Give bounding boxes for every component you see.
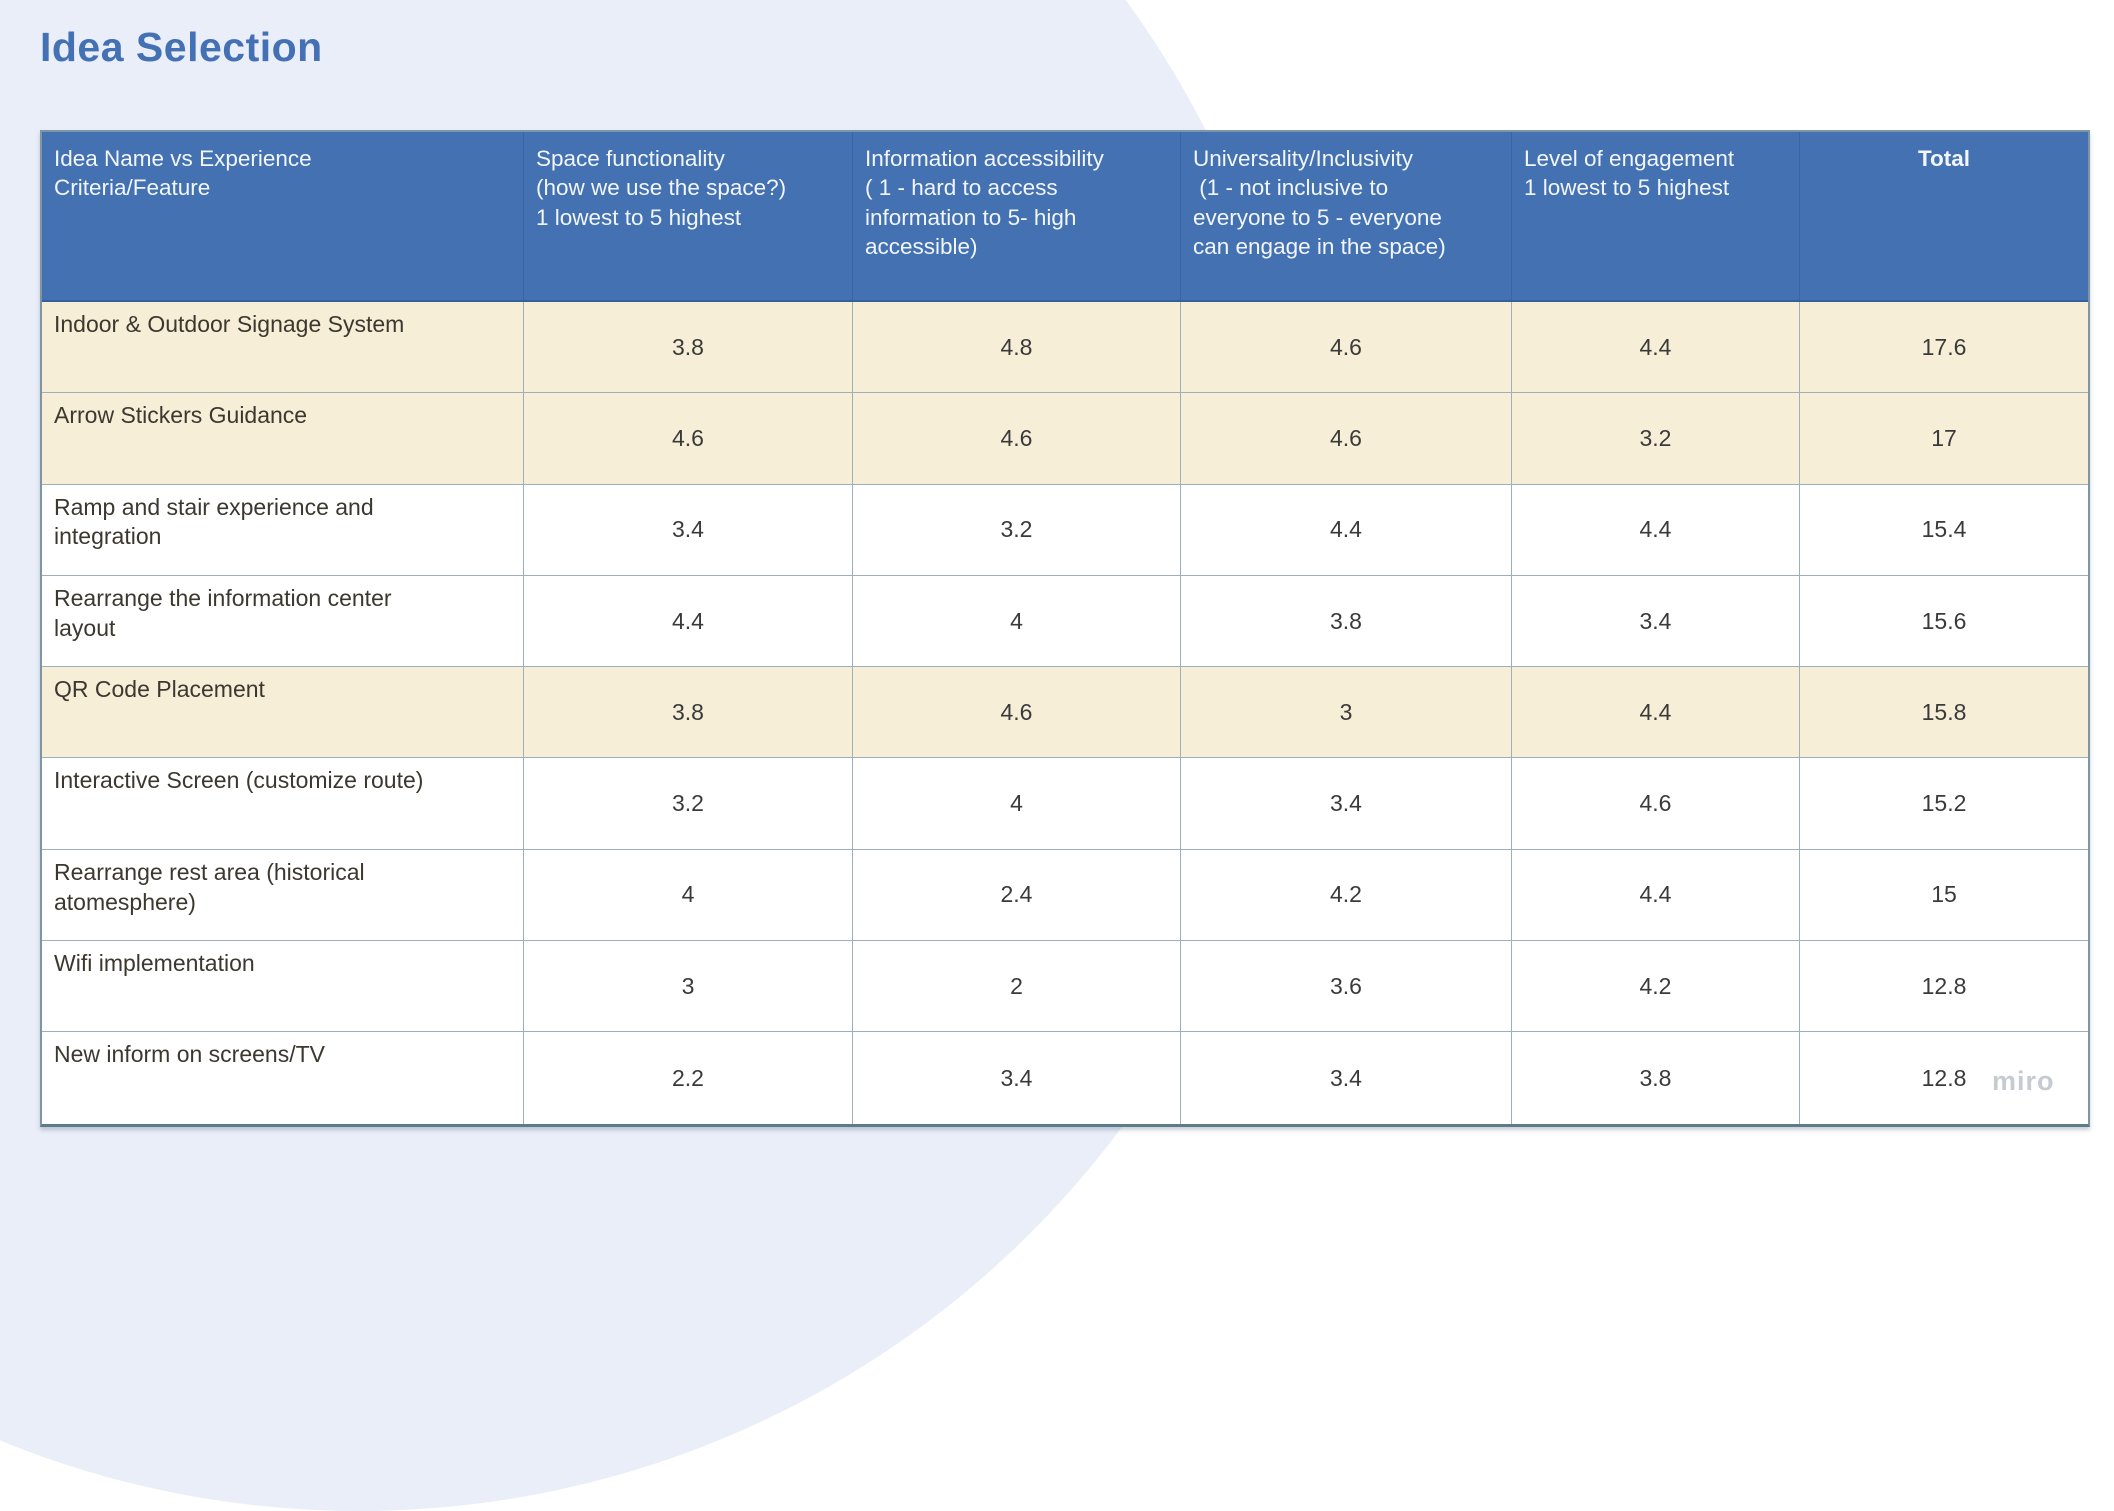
row-name-cell[interactable]: Rearrange rest area (historical atomesph… xyxy=(42,849,524,941)
score-cell[interactable]: 3.2 xyxy=(524,758,853,849)
total-cell[interactable]: 12.8 xyxy=(1921,1064,1967,1091)
score-cell[interactable]: 4.8 xyxy=(853,302,1181,393)
score-cell[interactable]: 3.8 xyxy=(1181,575,1512,667)
score-cell[interactable]: 3 xyxy=(524,941,853,1032)
score-cell[interactable]: 2 xyxy=(853,941,1181,1032)
total-cell[interactable]: 17 xyxy=(1931,424,1957,451)
score-cell[interactable]: 4 xyxy=(853,575,1181,667)
row-name-cell[interactable]: QR Code Placement xyxy=(42,667,524,758)
table-header-row: Idea Name vs Experience Criteria/Feature… xyxy=(42,132,2088,302)
column-header[interactable]: Idea Name vs Experience Criteria/Feature xyxy=(42,132,524,300)
column-header[interactable]: Information accessibility ( 1 - hard to … xyxy=(853,132,1181,300)
row-name-cell[interactable]: Rearrange the information center layout xyxy=(42,575,524,667)
row-name-cell[interactable]: New inform on screens/TV xyxy=(42,1032,524,1124)
score-cell[interactable]: 3.4 xyxy=(1181,1032,1512,1124)
total-cell[interactable]: 17.6 xyxy=(1921,333,1967,360)
score-cell[interactable]: 3.6 xyxy=(1181,941,1512,1032)
score-cell[interactable]: 4.4 xyxy=(1512,667,1800,758)
score-cell[interactable]: 4 xyxy=(524,849,853,941)
score-cell[interactable]: 4.4 xyxy=(1512,302,1800,393)
score-cell[interactable]: 4.6 xyxy=(853,393,1181,484)
score-cell[interactable]: 4.6 xyxy=(1181,302,1512,393)
table-row: Wifi implementation 3 2 3.6 4.2 12.8 xyxy=(42,941,2088,1033)
score-cell[interactable]: 4.4 xyxy=(1181,484,1512,575)
score-cell[interactable]: 3 xyxy=(1181,667,1512,758)
column-header[interactable]: Space functionality (how we use the spac… xyxy=(524,132,853,300)
column-header[interactable]: Level of engagement 1 lowest to 5 highes… xyxy=(1512,132,1800,300)
row-name-cell[interactable]: Interactive Screen (customize route) xyxy=(42,758,524,849)
total-cell[interactable]: 15.2 xyxy=(1921,790,1967,817)
total-cell[interactable]: 15.4 xyxy=(1921,516,1967,543)
table-row: Indoor & Outdoor Signage System 3.8 4.8 4.6… xyxy=(42,302,2088,394)
table-row: Interactive Screen (customize route) 3.2 4… xyxy=(42,758,2088,850)
total-cell[interactable]: 15 xyxy=(1931,881,1957,908)
table-row: Rearrange rest area (historical atomesph… xyxy=(42,849,2088,942)
row-name-cell[interactable]: Wifi implementation xyxy=(42,941,524,1032)
score-cell[interactable]: 4.6 xyxy=(1181,393,1512,484)
total-cell[interactable]: 15.8 xyxy=(1921,698,1967,725)
score-cell[interactable]: 3.8 xyxy=(1512,1032,1800,1124)
score-cell[interactable]: 3.4 xyxy=(1512,575,1800,667)
column-header[interactable]: Universality/Inclusivity (1 - not inclus… xyxy=(1181,132,1512,300)
score-cell[interactable]: 3.2 xyxy=(1512,393,1800,484)
page-title: Idea Selection xyxy=(40,24,323,70)
miro-logo: miro xyxy=(1992,1066,2055,1096)
score-cell[interactable]: 3.8 xyxy=(524,667,853,758)
score-cell[interactable]: 4.4 xyxy=(1512,484,1800,575)
score-cell[interactable]: 3.4 xyxy=(1181,758,1512,849)
score-cell[interactable]: 4.6 xyxy=(1512,758,1800,849)
score-cell[interactable]: 4.4 xyxy=(1512,849,1800,941)
score-cell[interactable]: 2.2 xyxy=(524,1032,853,1124)
score-cell[interactable]: 3.4 xyxy=(853,1032,1181,1124)
table-row: Rearrange the information center layout 4… xyxy=(42,575,2088,668)
score-cell[interactable]: 3.2 xyxy=(853,484,1181,575)
row-name-cell[interactable]: Ramp and stair experience and integratio… xyxy=(42,484,524,575)
score-cell[interactable]: 4.2 xyxy=(1181,849,1512,941)
table-row: QR Code Placement 3.8 4.6 3 4.4 15.8 xyxy=(42,667,2088,759)
table-row: New inform on screens/TV 2.2 3.4 3.4 3.8 12.8 xyxy=(42,1032,2088,1124)
score-cell[interactable]: 4 xyxy=(853,758,1181,849)
row-name-cell[interactable]: Indoor & Outdoor Signage System xyxy=(42,302,524,393)
score-cell[interactable]: 4.2 xyxy=(1512,941,1800,1032)
idea-selection-table: Idea Name vs Experience Criteria/Feature… xyxy=(40,130,2090,1127)
total-cell[interactable]: 12.8 xyxy=(1921,972,1967,999)
score-cell[interactable]: 4.4 xyxy=(524,575,853,667)
score-cell[interactable]: 3.8 xyxy=(524,302,853,393)
total-cell[interactable]: 15.6 xyxy=(1921,607,1967,634)
score-cell[interactable]: 3.4 xyxy=(524,484,853,575)
score-cell[interactable]: 4.6 xyxy=(524,393,853,484)
table-row: Arrow Stickers Guidance 4.6 4.6 4.6 3.2 17 xyxy=(42,393,2088,485)
column-header[interactable]: Total xyxy=(1917,146,1971,171)
row-name-cell[interactable]: Arrow Stickers Guidance xyxy=(42,393,524,484)
table-body: Indoor & Outdoor Signage System 3.8 4.8 4.6… xyxy=(42,302,2088,1124)
score-cell[interactable]: 2.4 xyxy=(853,849,1181,941)
score-cell[interactable]: 4.6 xyxy=(853,667,1181,758)
table-row: Ramp and stair experience and integratio… xyxy=(42,484,2088,576)
